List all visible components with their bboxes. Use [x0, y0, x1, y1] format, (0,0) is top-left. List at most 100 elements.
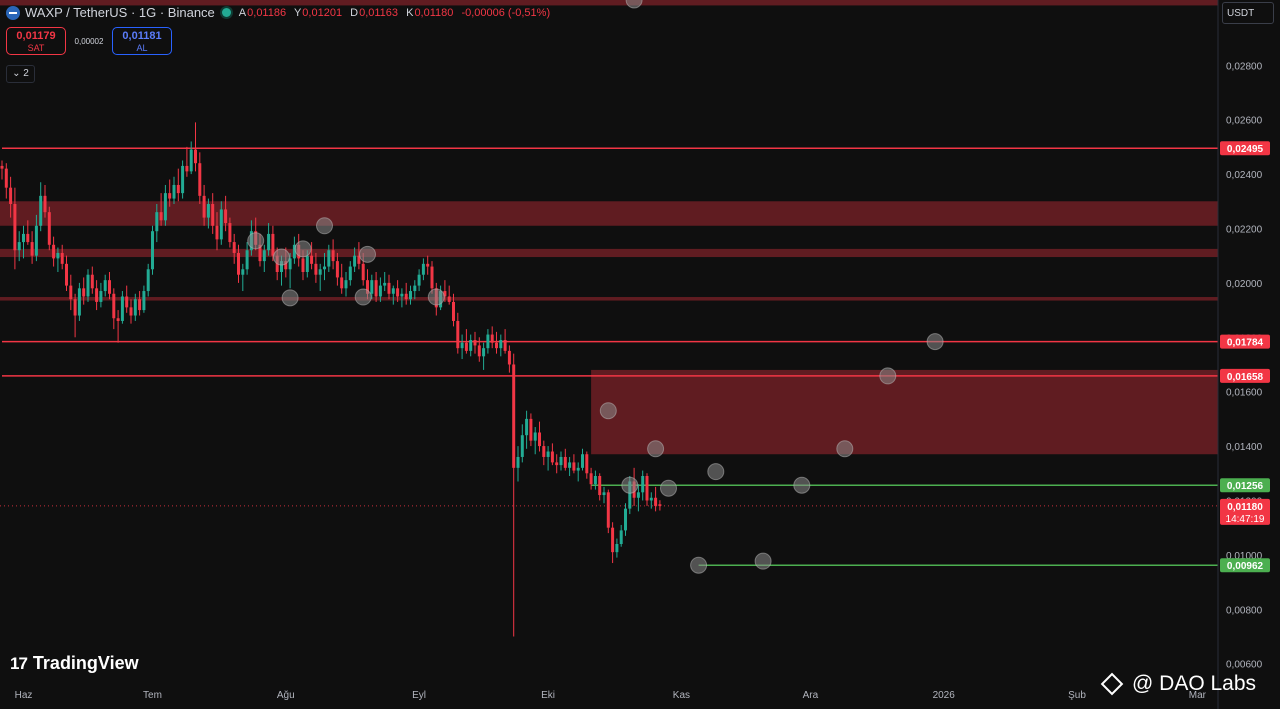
- ohlc-open: 0,01186: [247, 6, 287, 19]
- candle-body-23: [99, 291, 103, 302]
- candle-body-112: [482, 348, 486, 357]
- currency-label: USDT: [1227, 8, 1255, 19]
- marker-2: [281, 289, 299, 307]
- candle-body-17: [73, 299, 77, 316]
- marker-5: [359, 245, 376, 263]
- candle-body-139: [598, 476, 602, 496]
- candle-body-24: [103, 280, 107, 292]
- binance-diamond-icon: [1100, 672, 1124, 696]
- tradingview-logo[interactable]: 17 TradingView: [10, 653, 139, 674]
- y-tick-label: 0,00800: [1226, 605, 1263, 616]
- candle-body-94: [404, 293, 408, 300]
- candle-body-32: [138, 299, 142, 311]
- market-status-icon[interactable]: [221, 8, 231, 17]
- sell-button[interactable]: 0,01179 SAT: [6, 27, 66, 55]
- candle-body-141: [606, 492, 610, 528]
- candle-body-12: [52, 244, 56, 259]
- symbol-logo-icon: [6, 5, 20, 20]
- candle-body-52: [224, 209, 228, 224]
- x-tick-label: Ağu: [277, 690, 295, 701]
- candle-body-19: [82, 288, 86, 297]
- candle-body-71: [305, 255, 309, 272]
- candle-body-73: [314, 263, 318, 275]
- candle-body-53: [228, 223, 232, 243]
- zone-1: [0, 248, 1218, 258]
- symbol-title[interactable]: WAXP / TetherUS · 1G · Binance: [25, 5, 215, 20]
- candle-body-14: [60, 252, 64, 264]
- candle-body-153: [658, 504, 662, 506]
- level-tag-label: 0,01256: [1227, 481, 1264, 492]
- marker-18: [926, 333, 944, 351]
- candle-body-126: [542, 446, 546, 457]
- candle-body-131: [563, 456, 567, 468]
- bar-countdown: 14:47:19: [1226, 514, 1265, 525]
- candle-body-6: [26, 233, 30, 243]
- marker-6: [354, 288, 372, 306]
- marker-10: [621, 476, 639, 494]
- candle-body-120: [516, 456, 520, 468]
- candle-body-43: [185, 165, 189, 172]
- ohlc-low: 0,01163: [359, 6, 399, 19]
- candle-body-31: [133, 299, 137, 316]
- candle-body-57: [245, 250, 249, 270]
- marker-17: [879, 367, 897, 385]
- candle-body-27: [116, 318, 120, 321]
- candle-body-34: [146, 269, 150, 292]
- candle-body-63: [271, 233, 275, 256]
- marker-8: [599, 402, 617, 420]
- candle-body-54: [232, 242, 236, 253]
- candle-body-137: [589, 473, 593, 485]
- candle-body-72: [310, 255, 314, 264]
- candle-body-144: [619, 530, 623, 544]
- indicators-toggle-button[interactable]: ⌄ 2: [6, 65, 35, 83]
- candle-body-122: [525, 418, 529, 436]
- last-price-label: 0,01180: [1227, 502, 1263, 513]
- candle-body-38: [163, 193, 167, 221]
- candle-body-62: [267, 233, 271, 251]
- candle-body-79: [340, 277, 344, 289]
- candle-body-92: [396, 288, 400, 297]
- candle-body-36: [155, 212, 159, 232]
- candle-body-56: [241, 269, 245, 275]
- level-tag-bg: [1220, 558, 1270, 573]
- candle-body-128: [550, 451, 554, 463]
- marker-13: [690, 556, 708, 574]
- candle-body-150: [645, 476, 649, 501]
- candle-body-0: [0, 165, 4, 169]
- candle-body-16: [69, 285, 73, 300]
- ohlc-high: 0,01201: [302, 6, 343, 19]
- candle-body-87: [374, 280, 378, 297]
- candle-body-84: [361, 263, 365, 281]
- currency-selector[interactable]: USDT: [1222, 2, 1274, 24]
- buy-button[interactable]: 0,01181 AL: [112, 27, 172, 55]
- markers-layer: [247, 0, 944, 574]
- time-axis[interactable]: Haz Tem Ağu Eyl Eki Kas Ara 2026 Şub Mar: [15, 690, 1207, 701]
- level-tag-bg: [1220, 368, 1270, 383]
- buy-label: AL: [136, 43, 148, 53]
- y-tick-label: 0,00600: [1226, 660, 1263, 671]
- candle-body-78: [335, 261, 339, 278]
- candle-body-111: [477, 345, 481, 357]
- x-tick-label: Eki: [541, 690, 555, 701]
- price-axis[interactable]: 0,028000,026000,024000,022000,020000,018…: [1217, 0, 1280, 709]
- candle-body-22: [95, 288, 99, 302]
- candle-body-60: [258, 244, 262, 262]
- candle-body-39: [168, 193, 172, 199]
- candle-body-118: [507, 350, 511, 365]
- candle-body-66: [284, 261, 288, 270]
- x-tick-label: Haz: [15, 690, 33, 701]
- candle-body-145: [624, 508, 627, 531]
- candle-body-42: [181, 165, 185, 194]
- candle-body-1: [4, 168, 8, 188]
- chart-header: WAXP / TetherUS · 1G · Binance A0,01186 …: [6, 5, 555, 20]
- candle-body-4: [17, 242, 21, 251]
- candle-body-51: [219, 209, 223, 240]
- candle-body-91: [391, 288, 395, 294]
- candle-body-26: [112, 293, 116, 319]
- candle-body-35: [151, 231, 154, 270]
- candle-body-37: [159, 212, 163, 221]
- ohlc-values: A0,01186 Y0,01201 D0,01163 K0,01180 -0,0…: [239, 7, 555, 19]
- marker-0: [247, 232, 265, 250]
- candle-body-50: [215, 225, 219, 240]
